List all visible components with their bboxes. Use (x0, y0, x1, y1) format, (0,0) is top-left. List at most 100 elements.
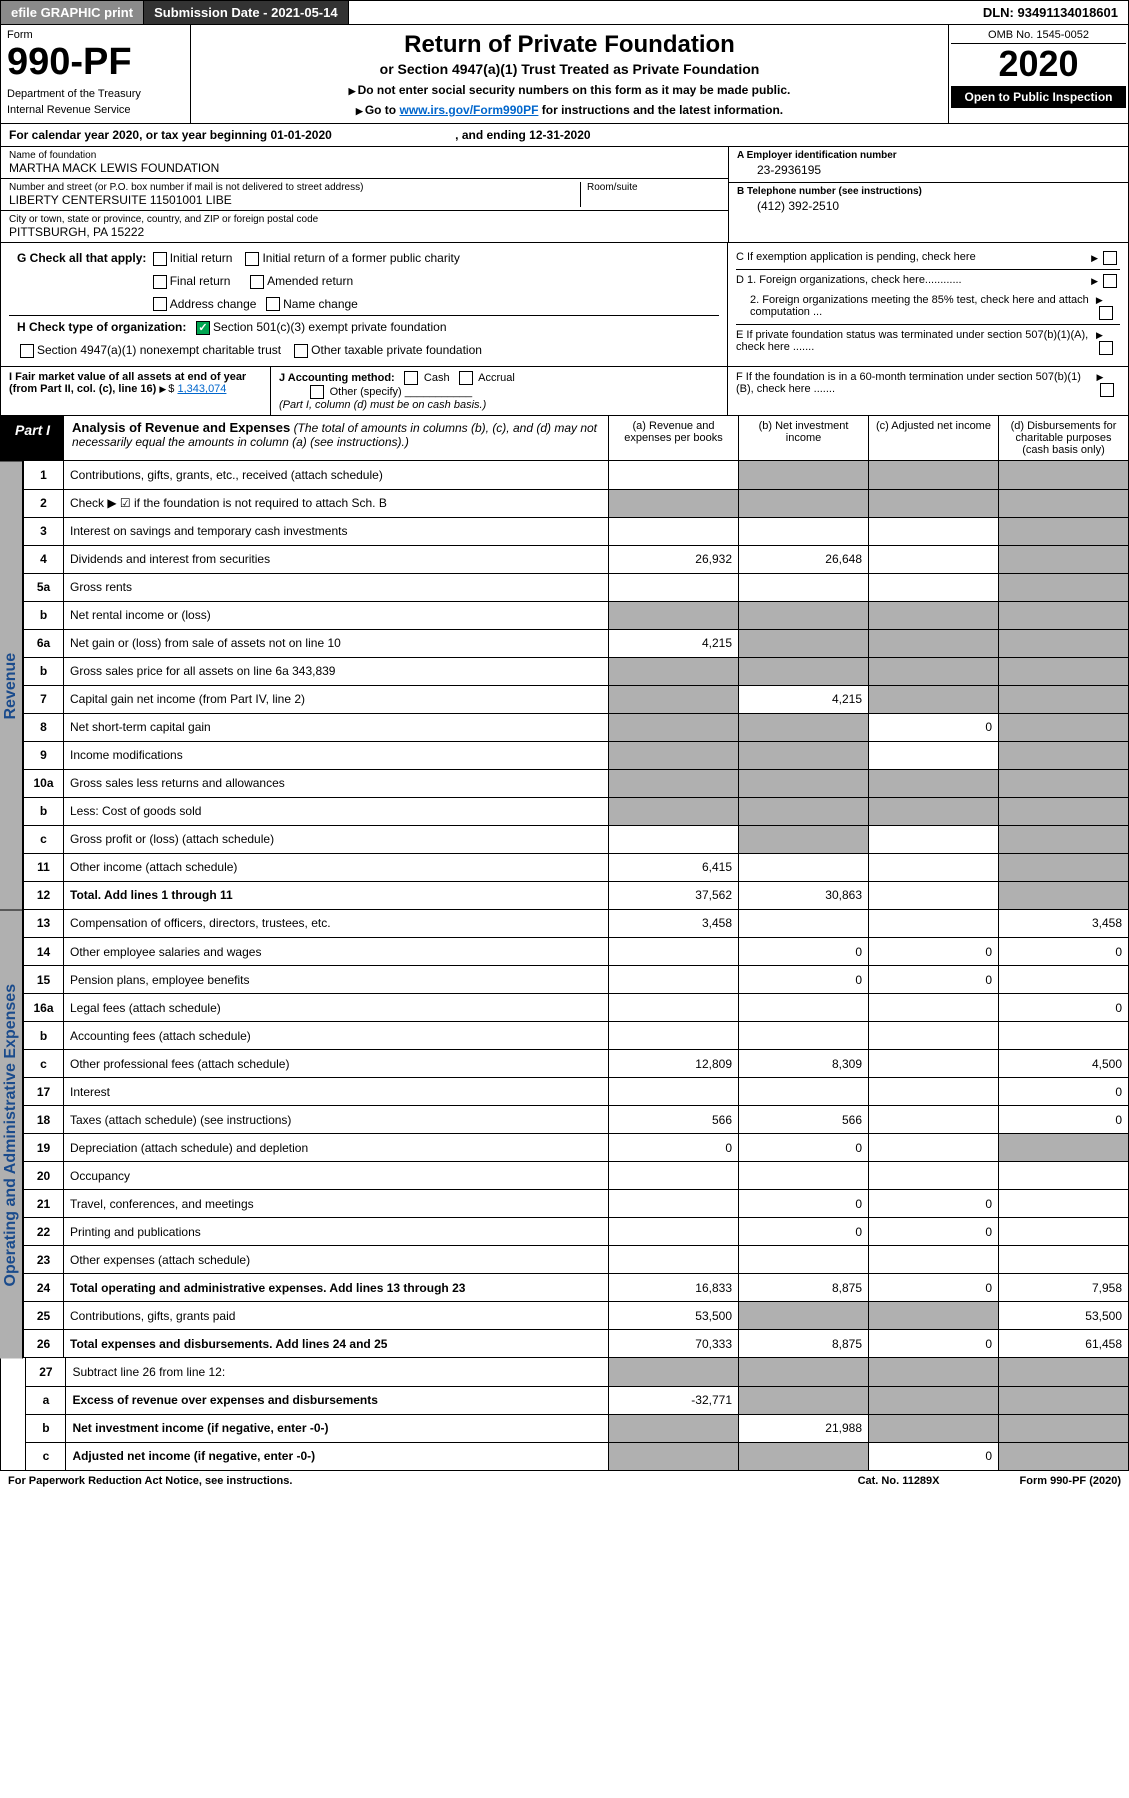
ij-grid: I Fair market value of all assets at end… (0, 367, 1129, 416)
amount-cell (739, 1078, 869, 1106)
amount-cell (869, 881, 999, 909)
amount-cell: 12,809 (609, 1050, 739, 1078)
line-number: 9 (24, 741, 64, 769)
initial-return-checkbox[interactable] (153, 252, 167, 266)
line-description: Printing and publications (64, 1218, 609, 1246)
table-row: 5aGross rents (24, 573, 1129, 601)
amount-cell: 21,988 (739, 1414, 869, 1442)
amount-cell (739, 1162, 869, 1190)
form-title-cell: Return of Private Foundation or Section … (191, 25, 948, 123)
line-description: Income modifications (64, 741, 609, 769)
amount-cell (869, 1302, 999, 1330)
amount-cell: -32,771 (609, 1386, 739, 1414)
amount-cell (609, 489, 739, 517)
4947a1-checkbox[interactable] (20, 344, 34, 358)
amount-cell: 566 (739, 1106, 869, 1134)
line-description: Other expenses (attach schedule) (64, 1246, 609, 1274)
fmv-link[interactable]: 1,343,074 (177, 383, 226, 395)
line-number: b (26, 1414, 66, 1442)
table-row: 7Capital gain net income (from Part IV, … (24, 685, 1129, 713)
foreign-org-checkbox[interactable] (1103, 274, 1117, 288)
foreign-85-checkbox[interactable] (1099, 306, 1113, 320)
table-row: 8Net short-term capital gain0 (24, 713, 1129, 741)
amount-cell (609, 461, 739, 489)
amount-cell: 0 (739, 1218, 869, 1246)
line-description: Contributions, gifts, grants paid (64, 1302, 609, 1330)
line-description: Capital gain net income (from Part IV, l… (64, 685, 609, 713)
line-description: Total operating and administrative expen… (64, 1274, 609, 1302)
amount-cell: 0 (739, 1190, 869, 1218)
amount-cell (869, 489, 999, 517)
amount-cell: 0 (869, 1190, 999, 1218)
name-change-checkbox[interactable] (266, 297, 280, 311)
amount-cell: 0 (869, 1442, 999, 1470)
address-change-checkbox[interactable] (153, 297, 167, 311)
col-d-header: (d) Disbursements for charitable purpose… (998, 416, 1128, 460)
initial-return-public-checkbox[interactable] (245, 252, 259, 266)
line-number: 8 (24, 713, 64, 741)
line-description: Interest on savings and temporary cash i… (64, 517, 609, 545)
amount-cell: 8,875 (739, 1274, 869, 1302)
amount-cell (739, 601, 869, 629)
line-description: Other employee salaries and wages (64, 938, 609, 966)
amount-cell (609, 573, 739, 601)
line-description: Net gain or (loss) from sale of assets n… (64, 629, 609, 657)
line-number: 27 (26, 1358, 66, 1386)
amount-cell (609, 657, 739, 685)
amount-cell: 3,458 (609, 910, 739, 938)
dln-label: DLN: 93491134018601 (973, 1, 1128, 24)
line-number: c (24, 825, 64, 853)
amount-cell (999, 1358, 1129, 1386)
ssn-note: Do not enter social security numbers on … (197, 83, 942, 97)
final-return-checkbox[interactable] (153, 275, 167, 289)
line-description: Occupancy (64, 1162, 609, 1190)
line-description: Check ▶ ☑ if the foundation is not requi… (64, 489, 609, 517)
omb-number: OMB No. 1545-0052 (951, 27, 1126, 44)
form-ref: Form 990-PF (2020) (1020, 1475, 1121, 1487)
amount-cell: 6,415 (609, 853, 739, 881)
col-c-header: (c) Adjusted net income (868, 416, 998, 460)
amount-cell (869, 1358, 999, 1386)
paperwork-notice: For Paperwork Reduction Act Notice, see … (8, 1475, 292, 1487)
line-number: 6a (24, 629, 64, 657)
amount-cell (999, 629, 1129, 657)
amount-cell (739, 1302, 869, 1330)
amount-cell (869, 545, 999, 573)
form990pf-link[interactable]: www.irs.gov/Form990PF (399, 103, 538, 117)
amount-cell: 0 (739, 966, 869, 994)
amount-cell (869, 769, 999, 797)
amount-cell (739, 517, 869, 545)
amount-cell (999, 1218, 1129, 1246)
amount-cell (609, 825, 739, 853)
other-taxable-checkbox[interactable] (294, 344, 308, 358)
d2-label: 2. Foreign organizations meeting the 85%… (750, 294, 1096, 320)
opex-label: Operating and Administrative Expenses (0, 910, 23, 1359)
line-description: Interest (64, 1078, 609, 1106)
amount-cell (999, 1190, 1129, 1218)
amount-cell (999, 881, 1129, 909)
tax-year: 2020 (951, 44, 1126, 84)
other-method-checkbox[interactable] (310, 385, 324, 399)
amount-cell: 8,309 (739, 1050, 869, 1078)
efile-print-button[interactable]: efile GRAPHIC print (1, 1, 144, 24)
footer: For Paperwork Reduction Act Notice, see … (0, 1471, 1129, 1491)
amended-return-checkbox[interactable] (250, 275, 264, 289)
amount-cell (609, 797, 739, 825)
part1-badge: Part I (1, 416, 64, 460)
line-number: 22 (24, 1218, 64, 1246)
line-description: Contributions, gifts, grants, etc., rece… (64, 461, 609, 489)
60month-checkbox[interactable] (1100, 383, 1114, 397)
exemption-pending-checkbox[interactable] (1103, 251, 1117, 265)
amount-cell: 0 (869, 1218, 999, 1246)
amount-cell (739, 769, 869, 797)
amount-cell (739, 629, 869, 657)
amount-cell: 0 (739, 1134, 869, 1162)
cash-checkbox[interactable] (404, 371, 418, 385)
accrual-checkbox[interactable] (459, 371, 473, 385)
foundation-name: MARTHA MACK LEWIS FOUNDATION (9, 161, 720, 175)
501c3-checkbox[interactable] (196, 321, 210, 335)
amount-cell: 4,215 (609, 629, 739, 657)
d1-label: D 1. Foreign organizations, check here..… (736, 274, 962, 288)
line-number: b (24, 797, 64, 825)
terminated-checkbox[interactable] (1099, 341, 1113, 355)
